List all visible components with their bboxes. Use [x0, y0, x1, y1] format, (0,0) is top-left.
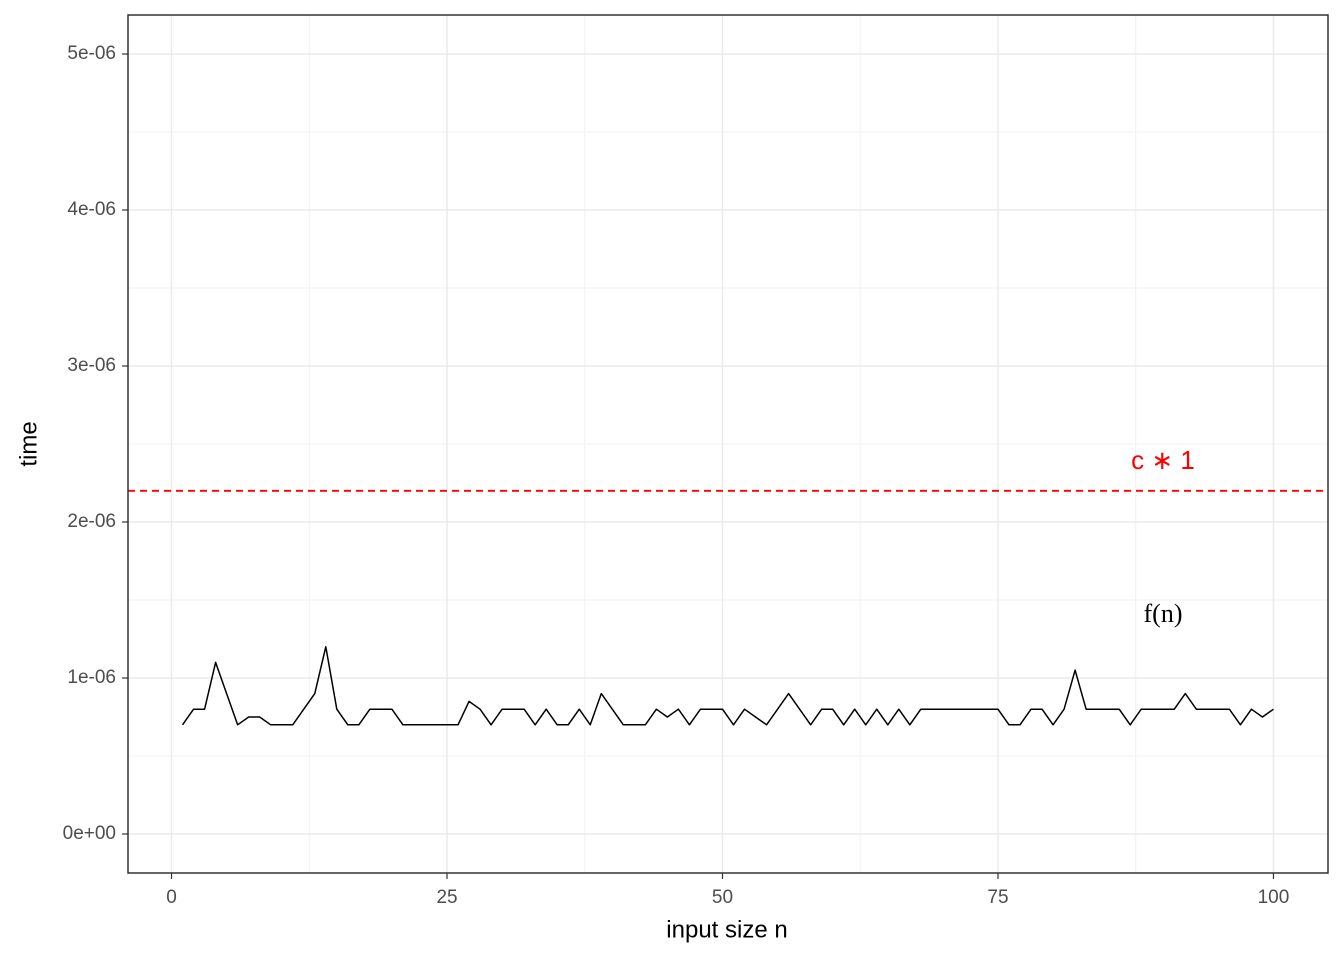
y-tick-label: 1e-06	[67, 667, 116, 688]
x-axis-title: input size n	[666, 916, 787, 943]
x-tick-label: 0	[166, 887, 177, 908]
y-tick-label: 3e-06	[67, 355, 116, 376]
y-tick-label: 5e-06	[67, 43, 116, 64]
panel-border	[127, 14, 1329, 874]
annotation: c ∗ 1	[1131, 445, 1195, 475]
y-tick-label: 2e-06	[67, 511, 116, 532]
y-tick-label: 0e+00	[63, 823, 116, 844]
y-tick-label: 4e-06	[67, 199, 116, 220]
x-tick-label: 25	[436, 887, 457, 908]
x-tick-label: 75	[987, 887, 1008, 908]
annotation: f(n)	[1144, 599, 1183, 628]
x-tick-label: 100	[1258, 887, 1290, 908]
y-axis-title: time	[15, 421, 42, 466]
data-line	[181, 646, 1274, 726]
x-tick-label: 50	[712, 887, 733, 908]
